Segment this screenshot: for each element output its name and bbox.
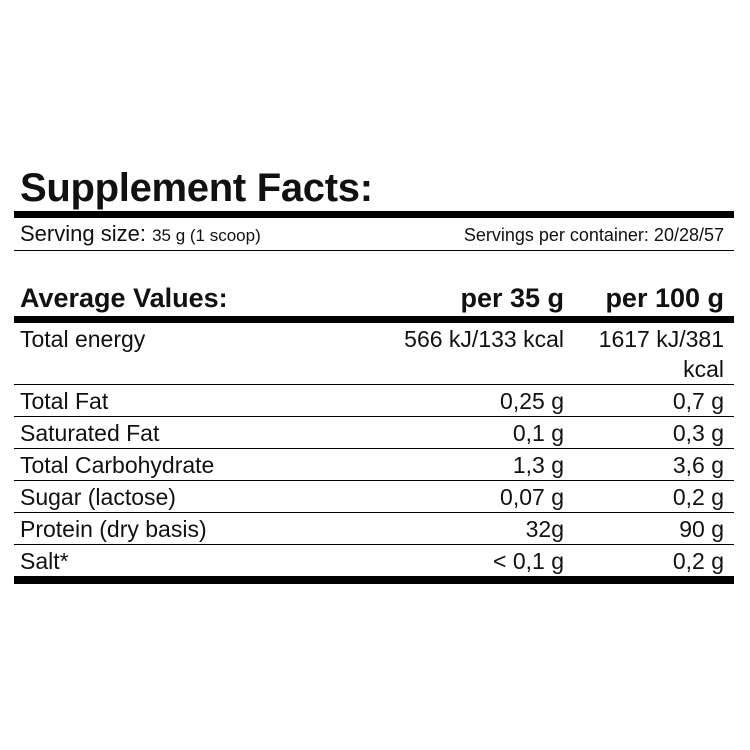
table-row: Sugar (lactose) 0,07 g 0,2 g [14, 481, 734, 513]
nutrient-name: Saturated Fat [20, 420, 160, 446]
servings-per-container: Servings per container: 20/28/57 [463, 225, 724, 245]
table-row: Total energy 566 kJ/133 kcal 1617 kJ/381… [14, 323, 734, 385]
header-per-serving: per 35 g [460, 283, 564, 313]
header-per-100g: per 100 g [605, 283, 724, 313]
spacer [14, 251, 734, 278]
per-serving-value: 32g [525, 516, 564, 542]
nutrient-name: Total energy [20, 326, 146, 352]
nutrient-name: Sugar (lactose) [20, 484, 176, 510]
per-100g-value: 0,2 g [672, 484, 724, 510]
per-100g-value: 0,3 g [672, 420, 724, 446]
per-serving-value: 1,3 g [512, 452, 564, 478]
nutrient-name: Protein (dry basis) [20, 516, 207, 542]
table-row: Salt* < 0,1 g 0,2 g [14, 545, 734, 576]
per-100g-value: 90 g [679, 516, 724, 542]
nutrient-name: Salt* [20, 548, 69, 574]
serving-size-label: Serving size: [20, 221, 146, 246]
per-serving-value: 0,1 g [512, 420, 564, 446]
per-serving-value: 0,25 g [500, 388, 564, 414]
per-100g-value: 3,6 g [672, 452, 724, 478]
table-row: Protein (dry basis) 32g 90 g [14, 513, 734, 545]
divider-bottom [14, 576, 734, 584]
serving-size-value: 35 g (1 scoop) [152, 226, 261, 245]
header-average-values: Average Values: [20, 283, 228, 313]
per-serving-value: 566 kJ/133 kcal [404, 326, 564, 352]
nutrient-name: Total Fat [20, 388, 109, 414]
divider-thick [14, 211, 734, 218]
nutrient-name: Total Carbohydrate [20, 452, 215, 478]
table-row: Total Carbohydrate 1,3 g 3,6 g [14, 449, 734, 481]
per-100g-value: 0,2 g [672, 548, 724, 574]
per-100g-value: 0,7 g [672, 388, 724, 414]
table-row: Saturated Fat 0,1 g 0,3 g [14, 417, 734, 449]
serving-size: Serving size: 35 g (1 scoop) [20, 218, 261, 252]
table-header-row: Average Values: per 35 g per 100 g [14, 278, 734, 316]
per-serving-value: < 0,1 g [493, 548, 564, 574]
divider-thin [14, 250, 734, 251]
divider-thick [14, 316, 734, 323]
per-serving-value: 0,07 g [500, 484, 564, 510]
table-row: Total Fat 0,25 g 0,7 g [14, 385, 734, 417]
page-title: Supplement Facts: [20, 166, 373, 210]
supplement-facts-panel: Supplement Facts: Serving size: 35 g (1 … [14, 165, 734, 584]
serving-info-row: Serving size: 35 g (1 scoop) Servings pe… [14, 218, 734, 250]
per-100g-value: 1617 kJ/381 kcal [598, 326, 724, 382]
